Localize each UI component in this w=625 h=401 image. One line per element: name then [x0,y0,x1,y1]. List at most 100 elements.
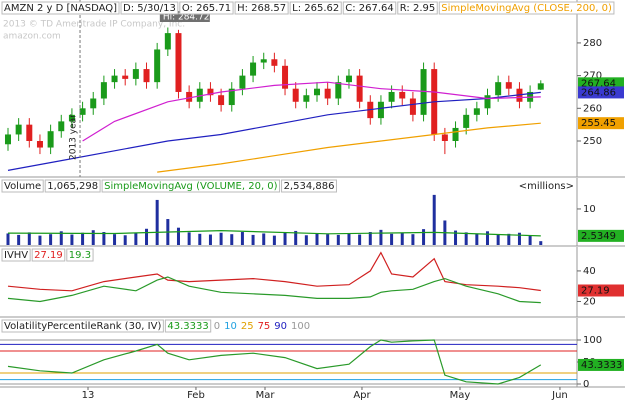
annotation: Hi: 284.72 [163,13,210,23]
volume-bar [379,229,383,245]
price-label-box [578,117,624,130]
volume-bar [347,233,351,245]
candle-body [441,134,448,141]
volume-bar [102,232,106,245]
header-box [31,248,66,262]
candle-body [154,49,161,83]
x-tick-label: May [450,390,471,401]
header-item: 2,534,886 [284,181,335,192]
volume-bar [326,234,330,245]
header-box [342,1,397,15]
level-label: 10 [224,321,237,332]
volume-bar [422,229,426,245]
level-label: 100 [291,321,310,332]
volume-bar [70,234,74,245]
candle-body [260,59,267,63]
volume-bar [176,227,180,245]
candle-body [15,124,22,135]
volume-bar [251,234,255,245]
header-box [1,179,44,193]
y-tick-label: 250 [583,136,602,147]
candle-body [186,91,193,102]
header-item: R: 2.95 [400,3,435,14]
header-box [101,179,281,193]
price-label: 2.5349 [581,231,616,242]
header-box [120,1,179,15]
volume-bar [262,233,266,245]
volume-bar [283,232,287,245]
volume-bar [272,235,276,245]
candle-body [292,88,299,102]
y-tick-label: 270 [583,71,602,82]
header-item: H: 268.57 [237,3,286,14]
candle-body [196,88,203,102]
volume-bar [6,233,10,245]
candle-body [47,131,54,148]
y-tick-label: 100 [583,335,602,346]
price-label-box [578,358,624,371]
header-item: C: 267.64 [345,3,394,14]
header-item: 43.3333 [167,321,208,332]
watermark: 2013 © TD Ameritrade IP Company, Inc. [3,20,185,30]
header-box [1,248,31,262]
y-tick-label: 20 [583,296,596,307]
candle-body [484,95,491,109]
candle-body [282,65,289,89]
header-box [179,1,234,15]
volume-bar [432,194,436,245]
candle-body [111,75,118,83]
candle-body [495,82,502,96]
header-item: 27.19 [34,250,63,261]
y-tick-label: 0 [583,379,589,390]
level-label: 0 [214,321,220,332]
candle-body [314,88,321,96]
price-label-box [578,284,624,297]
candle-body [164,33,171,50]
candle-body [335,82,342,99]
candle-body [452,127,459,141]
series-line [7,276,541,304]
volume-bar [187,232,191,245]
candle-body [345,75,352,83]
candle-body [228,88,235,106]
price-label: 27.19 [581,285,610,296]
candle-body [68,114,75,122]
volume-bar [38,235,42,245]
candle-body [90,98,97,109]
volume-bar [496,234,500,245]
candle-body [250,62,257,76]
candle-body [79,108,86,115]
level-label: 25 [241,321,254,332]
header-item: AMZN 2 y D [NASDAQ] [4,3,117,14]
x-tick-label: 13 [82,390,95,401]
header-box [164,319,212,333]
volume-bar [113,234,117,245]
candle-body [303,95,310,102]
candle-body [356,75,363,102]
y-tick-label: 10 [583,204,596,215]
header-box [281,179,337,193]
candle-body [143,69,150,83]
volume-bar [134,233,138,245]
header-item: VolatilityPercentileRank (30, IV) [4,321,161,332]
volume-bar [485,231,489,245]
volume-bar [49,234,53,245]
series-line [7,229,541,237]
header-box [1,319,164,333]
header-item: 1,065,298 [47,181,98,192]
header-item: O: 265.71 [182,3,231,14]
y-tick-label: 40 [583,266,596,277]
header-item: SimpleMovingAvg (CLOSE, 200, 0) [441,3,612,14]
candle-body [122,75,129,79]
volume-bar [464,232,468,245]
volume-bar [400,232,404,245]
header-box [397,1,438,15]
candle-body [271,59,278,66]
level-label: 90 [274,321,287,332]
annotation-box [159,11,210,22]
volume-bar [17,234,21,245]
candle-body [409,98,416,115]
volume-bar [198,233,202,245]
candle-body [388,91,395,102]
